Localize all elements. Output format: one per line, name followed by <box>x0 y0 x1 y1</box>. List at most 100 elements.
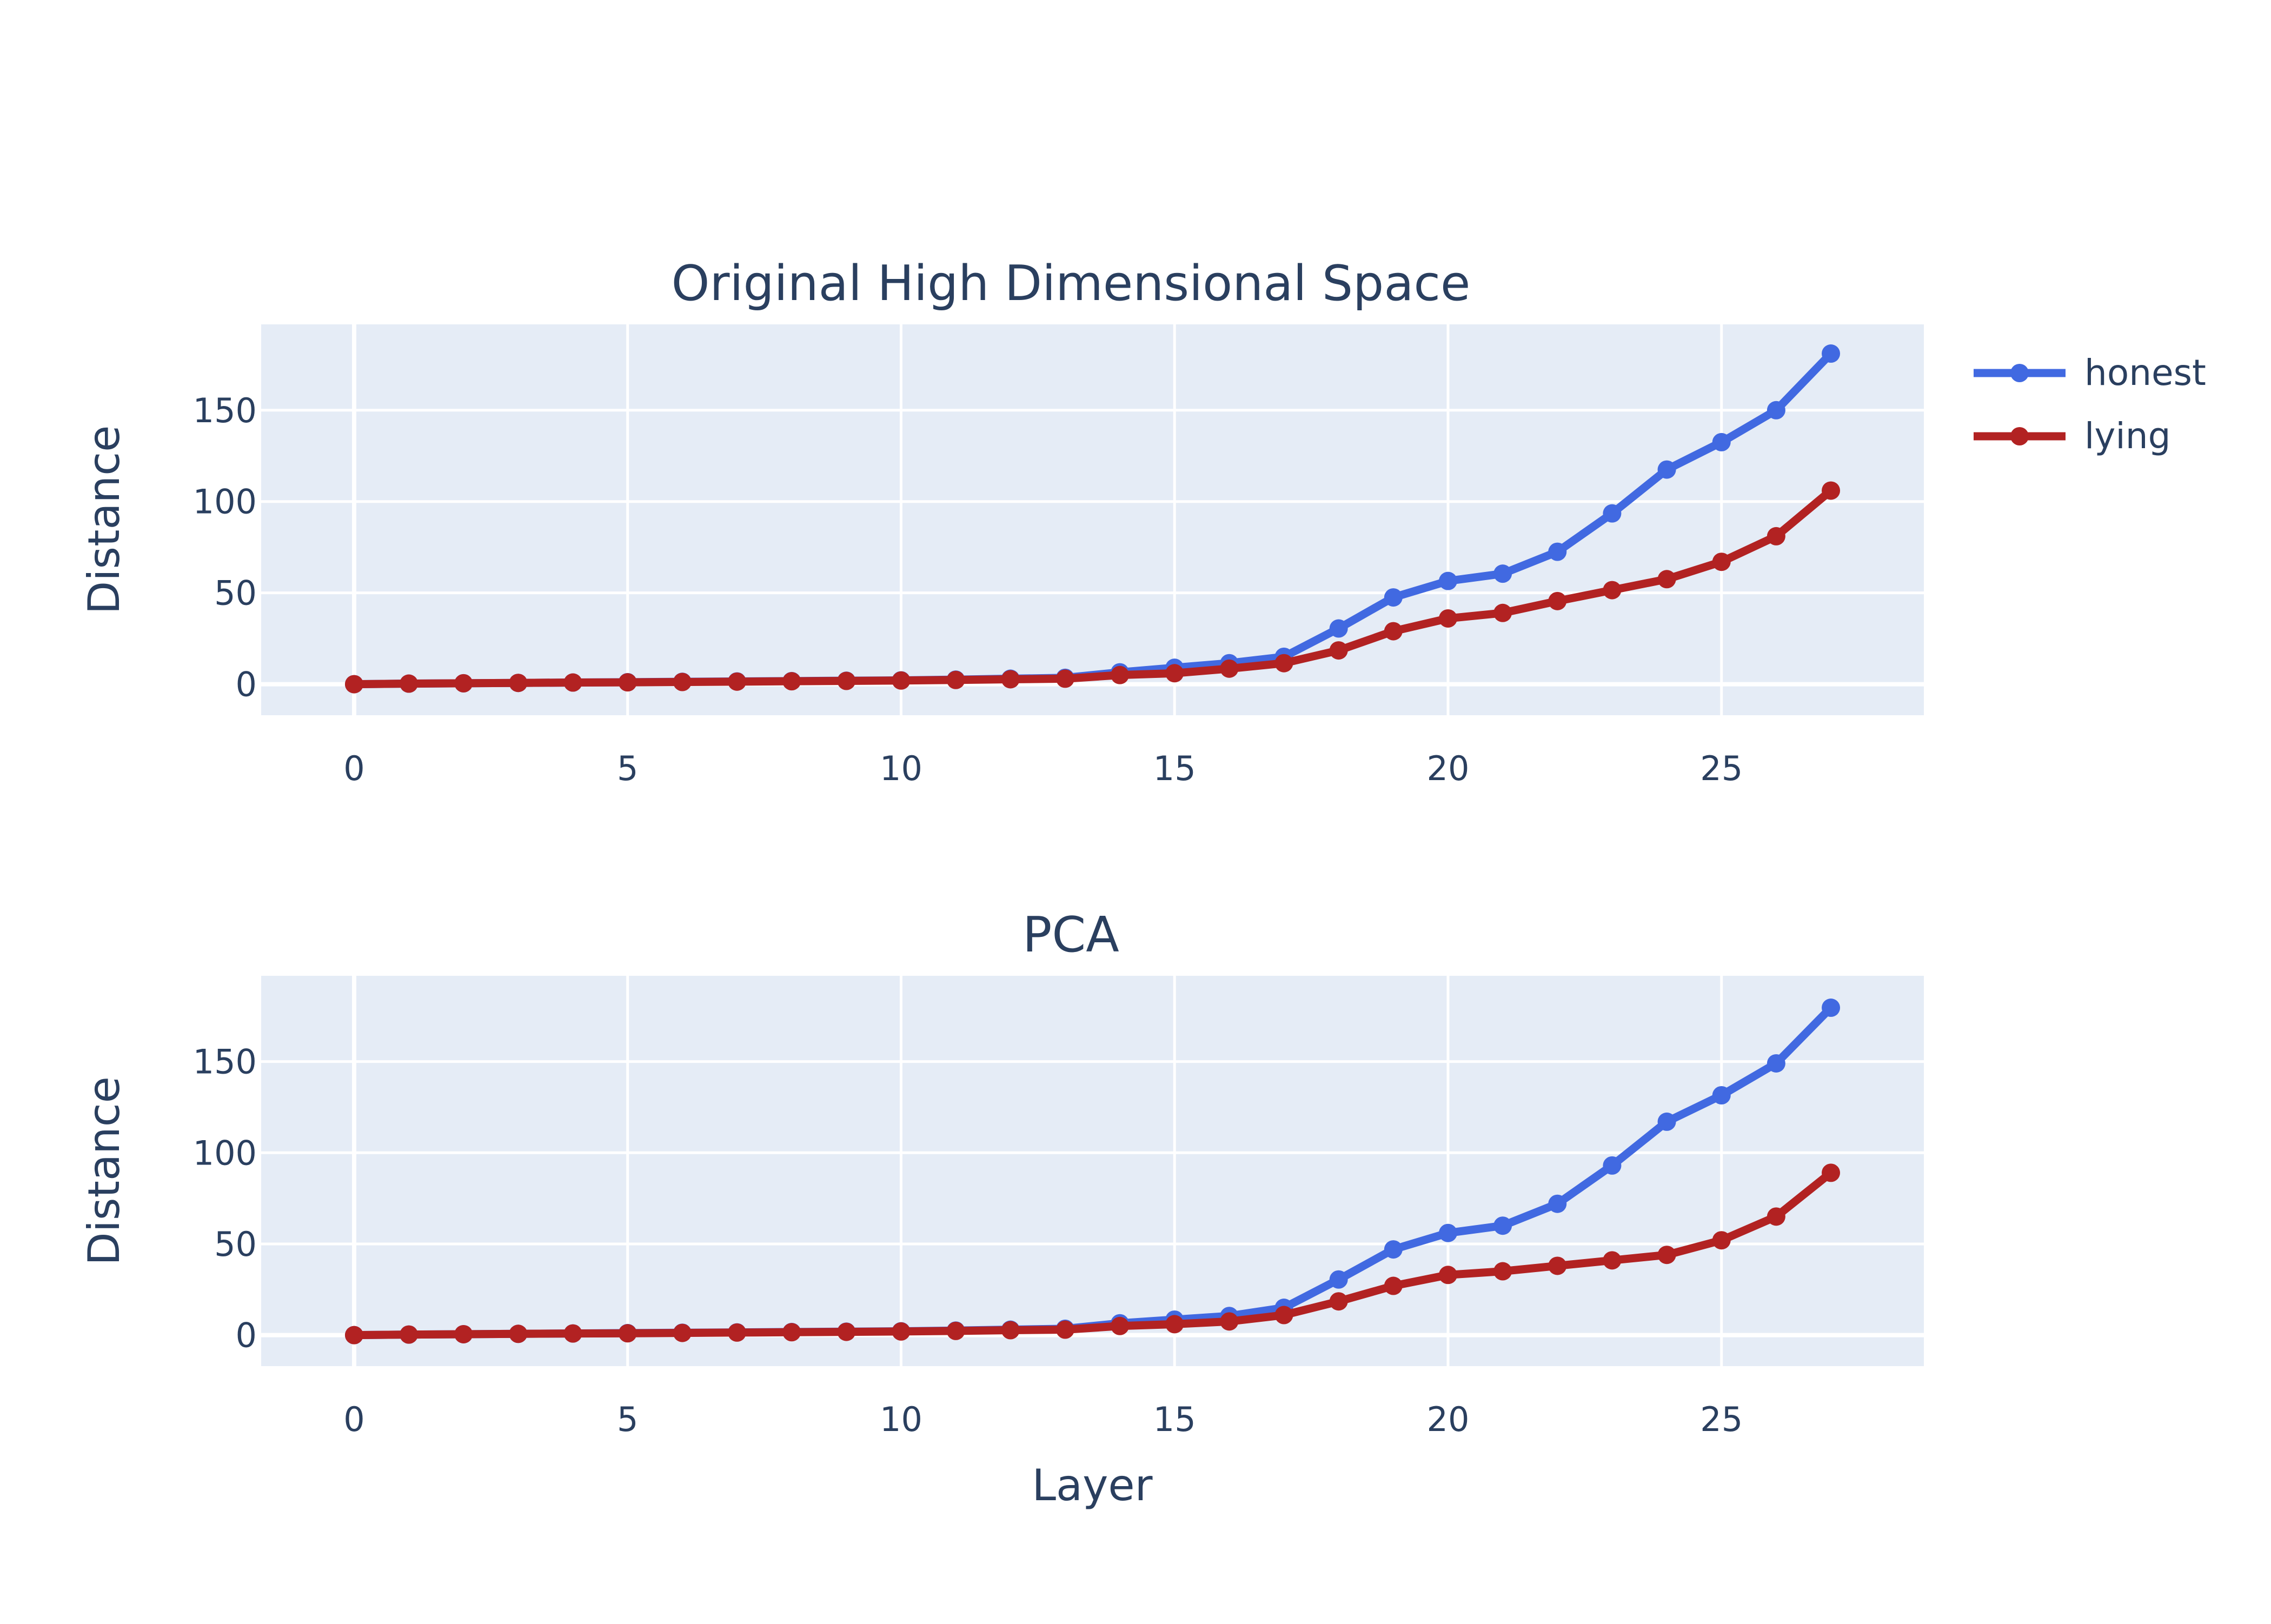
data-point-lying <box>1001 670 1020 689</box>
data-point-lying <box>400 1325 419 1344</box>
data-point-lying <box>509 1325 528 1343</box>
data-point-lying <box>1822 481 1841 500</box>
plot-area <box>261 324 1924 715</box>
data-point-lying <box>837 1322 856 1341</box>
data-point-lying <box>1603 1251 1622 1270</box>
data-point-lying <box>1493 1262 1512 1281</box>
data-point-honest <box>1493 564 1512 583</box>
data-point-honest <box>1438 571 1457 590</box>
data-point-lying <box>1767 1207 1785 1226</box>
data-point-honest <box>1329 1270 1348 1289</box>
data-point-lying <box>1329 641 1348 660</box>
data-point-lying <box>1438 609 1457 628</box>
data-point-lying <box>892 671 911 690</box>
data-point-lying <box>673 1323 692 1342</box>
data-point-lying <box>1822 1163 1841 1182</box>
data-point-lying <box>1055 669 1074 688</box>
subplot-2: 0 5 10 15 20 25 0 50 100 150 PCA Distance <box>79 907 1924 1439</box>
data-point-honest <box>1657 1112 1676 1131</box>
x-tick-label: 10 <box>880 749 922 788</box>
legend-label: honest <box>2084 352 2206 394</box>
data-point-lying <box>1548 1256 1567 1275</box>
series-lying <box>344 1163 1841 1345</box>
chart-title: PCA <box>1022 907 1119 963</box>
data-point-lying <box>728 672 747 691</box>
data-point-honest <box>1384 588 1403 607</box>
data-point-honest <box>1603 504 1622 523</box>
x-tick-label: 10 <box>880 1400 922 1439</box>
data-point-lying <box>1657 1246 1676 1264</box>
x-tick-label: 20 <box>1427 1400 1470 1439</box>
legend-item-honest: honest <box>1974 352 2206 394</box>
y-axis-label: Distance <box>79 1076 129 1266</box>
data-point-lying <box>1712 553 1731 571</box>
data-point-honest <box>1767 1054 1785 1073</box>
chart-title: Original High Dimensional Space <box>672 255 1471 312</box>
x-tick-label: 15 <box>1153 1400 1196 1439</box>
data-point-lying <box>1165 664 1184 683</box>
x-tick-label: 15 <box>1153 749 1196 788</box>
x-tick-label: 5 <box>617 749 638 788</box>
legend-swatch-marker <box>2010 427 2029 445</box>
data-point-honest <box>1384 1240 1403 1259</box>
data-point-lying <box>837 671 856 690</box>
data-point-honest <box>1329 619 1348 638</box>
data-point-lying <box>1165 1315 1184 1334</box>
y-tick-label: 50 <box>214 1224 257 1264</box>
data-point-lying <box>1384 622 1403 641</box>
data-point-lying <box>782 672 801 691</box>
legend-label: lying <box>2084 415 2170 457</box>
data-point-honest <box>1548 542 1567 561</box>
data-point-lying <box>618 673 637 692</box>
data-point-honest <box>1822 999 1841 1017</box>
data-point-lying <box>1329 1292 1348 1311</box>
x-tick-label: 20 <box>1427 749 1470 788</box>
y-tick-label: 100 <box>193 1133 257 1173</box>
y-tick-label: 50 <box>214 574 257 613</box>
legend: honest lying <box>1974 352 2206 457</box>
data-point-lying <box>728 1323 747 1342</box>
data-point-lying <box>454 674 473 693</box>
x-tick-label: 0 <box>343 1400 364 1439</box>
series-lying <box>344 481 1841 694</box>
x-tick-label: 5 <box>617 1400 638 1439</box>
series-line-lying <box>350 1168 1835 1340</box>
series-line-lying <box>350 486 1835 689</box>
data-point-honest <box>1822 344 1841 363</box>
data-point-honest <box>1712 432 1731 451</box>
data-point-honest <box>1603 1156 1622 1175</box>
y-tick-label: 0 <box>236 1316 257 1355</box>
data-point-honest <box>1548 1194 1567 1213</box>
subplot-1: 0 5 10 15 20 25 0 50 100 150 Original High Dimensi… <box>79 255 1924 788</box>
data-point-lying <box>344 1326 363 1345</box>
data-point-lying <box>1438 1266 1457 1284</box>
y-tick-label: 0 <box>236 665 257 704</box>
data-point-lying <box>1548 591 1567 610</box>
data-point-lying <box>1111 665 1130 684</box>
data-point-lying <box>563 673 582 692</box>
x-tick-label: 25 <box>1700 1400 1743 1439</box>
data-point-lying <box>946 1321 965 1340</box>
data-point-lying <box>1603 581 1622 600</box>
data-point-lying <box>509 674 528 693</box>
data-point-lying <box>618 1324 637 1343</box>
data-point-lying <box>946 670 965 689</box>
plot-area <box>261 976 1924 1366</box>
y-tick-label: 150 <box>193 391 257 430</box>
data-point-honest <box>1712 1086 1731 1104</box>
data-point-lying <box>892 1322 911 1341</box>
data-point-lying <box>1220 1312 1239 1331</box>
legend-item-lying: lying <box>1974 415 2170 457</box>
data-point-lying <box>1001 1321 1020 1340</box>
data-point-lying <box>400 674 419 693</box>
data-point-honest <box>1438 1223 1457 1242</box>
data-point-honest <box>1493 1216 1512 1235</box>
data-point-lying <box>782 1323 801 1342</box>
y-axis-label: Distance <box>79 425 129 615</box>
data-point-lying <box>1274 1306 1293 1325</box>
y-tick-label: 100 <box>193 482 257 522</box>
data-point-lying <box>1055 1320 1074 1339</box>
x-tick-label: 0 <box>343 749 364 788</box>
data-point-lying <box>1657 570 1676 589</box>
